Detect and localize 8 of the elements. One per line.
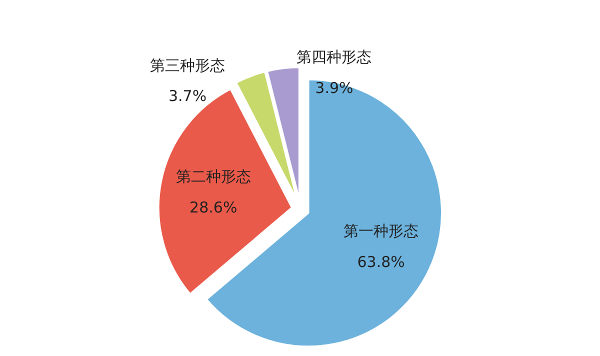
data-label: 3.7% <box>168 87 207 106</box>
data-label: 28.6% <box>190 198 238 217</box>
data-label: 3.9% <box>315 78 354 97</box>
data-label: 63.8% <box>357 252 405 271</box>
slice-label: 第四种形态 <box>296 48 372 66</box>
slice-label: 第二种形态 <box>176 168 251 186</box>
slice-label: 第一种形态 <box>344 222 419 240</box>
slice-label: 第三种形态 <box>150 56 226 74</box>
